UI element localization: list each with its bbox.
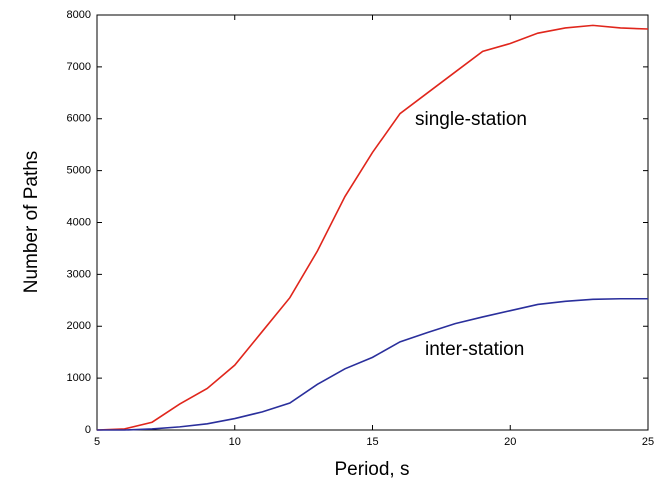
y-tick-label: 2000 — [67, 320, 91, 332]
y-tick-label: 3000 — [67, 268, 91, 280]
x-tick-label: 10 — [229, 436, 241, 448]
x-tick-label: 15 — [366, 436, 378, 448]
y-axis-label: Number of Paths — [21, 151, 42, 294]
series-label: inter-station — [425, 339, 524, 360]
y-tick-label: 7000 — [67, 61, 91, 73]
y-tick-label: 1000 — [67, 372, 91, 384]
x-tick-label: 5 — [94, 436, 100, 448]
data-line — [97, 297, 648, 431]
data-line — [96, 24, 649, 431]
y-tick-label: 4000 — [67, 216, 91, 228]
y-tick-label: 8000 — [67, 9, 91, 21]
y-tick-label: 6000 — [67, 113, 91, 125]
plot-frame — [96, 14, 649, 431]
series-label: single-station — [415, 109, 527, 130]
x-tick-label: 25 — [642, 436, 654, 448]
x-tick-label: 20 — [504, 436, 516, 448]
y-tick-label: 0 — [85, 424, 91, 436]
x-axis-label: Period, s — [335, 459, 410, 480]
y-tick-label: 5000 — [67, 165, 91, 177]
